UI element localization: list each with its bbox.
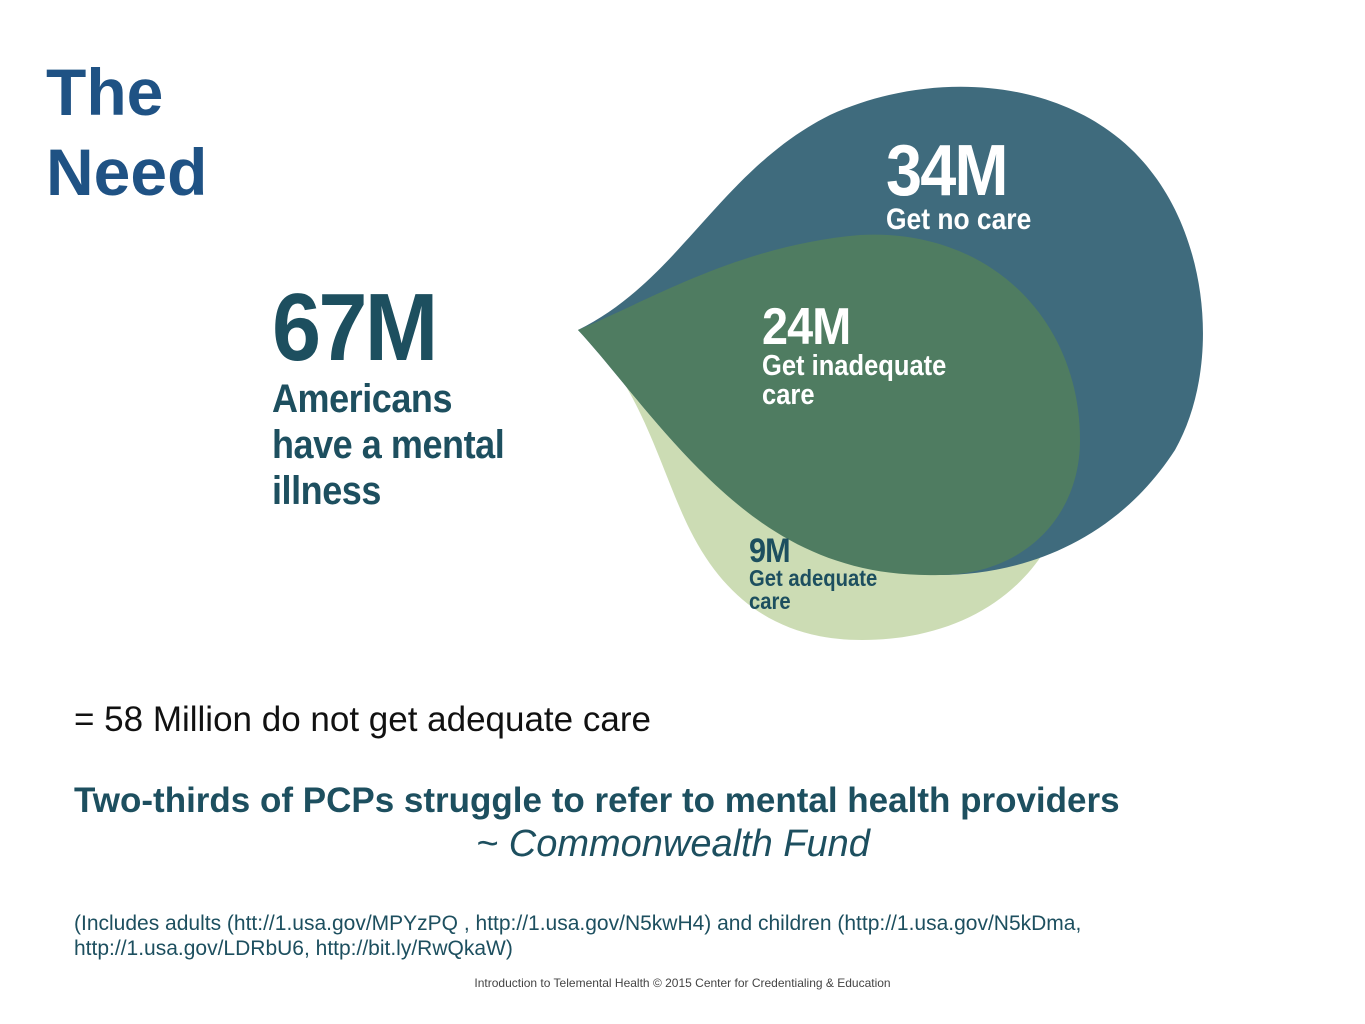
total-label-line-2: have a mental — [272, 423, 505, 467]
inadequate-care-drop-shape — [578, 234, 1080, 576]
total-value: 67M — [272, 274, 438, 381]
slide-footer: Introduction to Telemental Health © 2015… — [474, 976, 891, 990]
adequate-care-stat: 9M Get adequate care — [749, 532, 895, 614]
inadequate-care-label-line-1: Get inadequate — [762, 350, 947, 382]
adequate-care-label-line-2: care — [749, 588, 791, 614]
sources-note: (Includes adults (htt://1.usa.gov/MPYzPQ… — [74, 912, 1082, 960]
no-care-value: 34M — [886, 131, 1008, 211]
summary-text: = 58 Million do not get adequate care — [74, 700, 651, 739]
slide-title: The Need — [46, 52, 207, 212]
pcp-quote: Two-thirds of PCPs struggle to refer to … — [74, 781, 1120, 820]
no-care-stat: 34M Get no care — [886, 131, 1051, 236]
total-label: Americans have a mental illness — [272, 376, 505, 514]
quote-attribution: ~ Commonwealth Fund — [476, 823, 870, 865]
slide-title-line-1: The — [46, 55, 164, 129]
inadequate-care-stat: 24M Get inadequate care — [762, 298, 972, 411]
no-care-label: Get no care — [886, 203, 1032, 236]
inadequate-care-value: 24M — [762, 298, 851, 356]
total-label-line-3: illness — [272, 469, 381, 513]
total-label-line-1: Americans — [272, 377, 453, 421]
adequate-care-value: 9M — [749, 532, 791, 570]
inadequate-care-label-line-2: care — [762, 379, 815, 411]
slide-title-line-2: Need — [46, 135, 208, 209]
adequate-care-label-line-1: Get adequate — [749, 565, 878, 591]
total-americans-stat: 67M Americans have a mental illness — [272, 280, 530, 514]
